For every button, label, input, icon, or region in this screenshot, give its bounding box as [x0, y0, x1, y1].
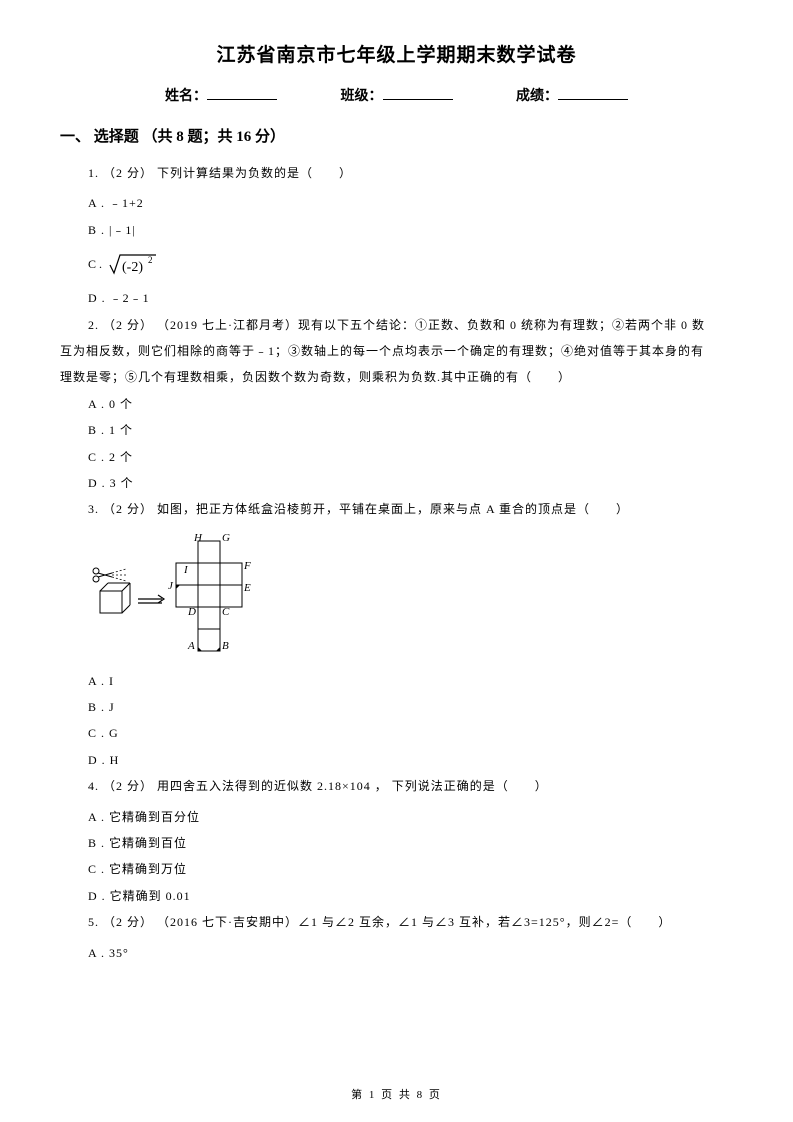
label-I: I: [183, 564, 189, 576]
name-label: 姓名：: [165, 85, 207, 105]
q4-stem: 4. （2 分） 用四舍五入法得到的近似数 2.18×104 ， 下列说法正确的…: [88, 773, 733, 799]
q3-option-d: D . H: [88, 747, 733, 773]
q1-option-c-label: C .: [88, 255, 102, 274]
q1-stem: 1. （2 分） 下列计算结果为负数的是（ ）: [88, 160, 733, 186]
score-blank[interactable]: [558, 99, 628, 100]
q2-option-c: C . 2 个: [88, 444, 733, 470]
q4-option-d: D . 它精确到 0.01: [88, 883, 733, 909]
q4-option-c: C . 它精确到万位: [88, 856, 733, 882]
q2-line1: 2. （2 分） （2019 七上·江都月考）现有以下五个结论：①正数、负数和 …: [88, 312, 733, 338]
cube-net-diagram-icon: H G I F J E D C A B: [88, 533, 298, 653]
label-G: G: [222, 533, 230, 544]
q2-option-b: B . 1 个: [88, 417, 733, 443]
class-blank[interactable]: [383, 99, 453, 100]
label-C: C: [222, 606, 230, 618]
q2-option-d: D . 3 个: [88, 470, 733, 496]
q4-option-a: A . 它精确到百分位: [88, 804, 733, 830]
label-D: D: [187, 606, 196, 618]
q1-option-d: D . ﹣2﹣1: [88, 285, 733, 311]
q5-option-a: A . 35°: [88, 940, 733, 966]
q3-diagram: H G I F J E D C A B: [88, 533, 733, 658]
q1-option-c: C . (-2) 2: [88, 251, 733, 277]
label-E: E: [243, 582, 251, 594]
q3-option-b: B . J: [88, 694, 733, 720]
q3-option-c: C . G: [88, 720, 733, 746]
svg-text:2: 2: [148, 255, 153, 265]
svg-text:(-2): (-2): [122, 260, 143, 275]
sqrt-expression-icon: (-2) 2: [108, 251, 158, 277]
label-J: J: [168, 580, 174, 592]
q2-line3: 理数是零；⑤几个有理数相乘，负因数个数为奇数，则乘积为负数.其中正确的有（ ）: [60, 364, 733, 390]
name-blank[interactable]: [207, 99, 277, 100]
section-1-header: 一、 选择题 （共 8 题；共 16 分）: [60, 125, 733, 146]
label-A: A: [187, 640, 195, 652]
q3-option-a: A . I: [88, 668, 733, 694]
score-label: 成绩：: [516, 85, 558, 105]
exam-title: 江苏省南京市七年级上学期期末数学试卷: [60, 40, 733, 67]
q5-stem: 5. （2 分） （2016 七下·吉安期中）∠1 与∠2 互余，∠1 与∠3 …: [88, 909, 733, 935]
q2-option-a: A . 0 个: [88, 391, 733, 417]
label-B: B: [222, 640, 229, 652]
q2-line2: 互为相反数，则它们相除的商等于﹣1；③数轴上的每一个点均表示一个确定的有理数；④…: [60, 338, 733, 364]
label-H: H: [193, 533, 203, 544]
student-info-row: 姓名： 班级： 成绩：: [60, 85, 733, 105]
label-F: F: [243, 560, 251, 572]
q3-stem: 3. （2 分） 如图，把正方体纸盒沿棱剪开，平铺在桌面上，原来与点 A 重合的…: [88, 496, 733, 522]
page-footer: 第 1 页 共 8 页: [0, 1086, 793, 1102]
q4-option-b: B . 它精确到百位: [88, 830, 733, 856]
q1-option-b: B . |﹣1|: [88, 217, 733, 243]
class-label: 班级：: [341, 85, 383, 105]
q1-option-a: A . ﹣1+2: [88, 190, 733, 216]
